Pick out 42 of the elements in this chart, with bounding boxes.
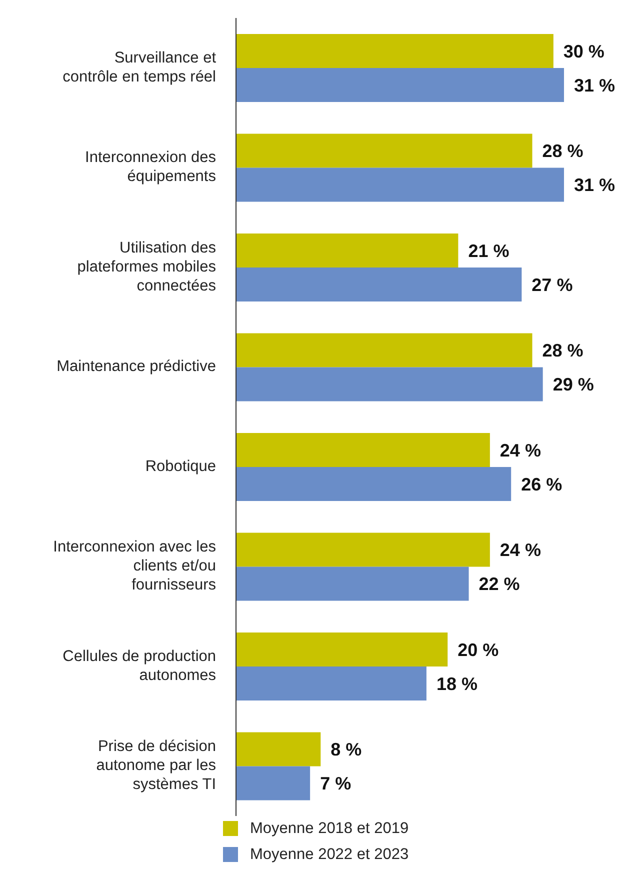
bar (236, 234, 458, 268)
bar (236, 532, 490, 567)
bar (236, 666, 426, 700)
bar (236, 168, 564, 202)
data-label: 28 % (542, 141, 584, 162)
y-tick-label: Interconnexion des équipements (85, 149, 216, 186)
data-label: 28 % (542, 340, 584, 361)
data-label: 29 % (552, 374, 594, 395)
bar (236, 367, 543, 402)
data-label: 7 % (320, 774, 352, 794)
bar (236, 68, 564, 102)
data-label: 30 % (563, 41, 604, 62)
bar (236, 134, 532, 168)
data-label: 31 % (574, 175, 616, 196)
data-label: 24 % (500, 540, 541, 560)
bar (236, 632, 448, 666)
legend-label: Moyenne 2022 et 2023 (250, 846, 409, 863)
bar (236, 333, 532, 368)
bar (236, 268, 522, 302)
y-tick-label: Surveillance et contrôle en temps réel (62, 49, 217, 86)
bar (236, 566, 469, 601)
bar (236, 732, 321, 766)
data-label: 31 % (574, 75, 616, 96)
bar (236, 467, 512, 501)
bar (236, 34, 554, 68)
legend-label: Moyenne 2018 et 2019 (250, 820, 409, 837)
y-tick-label: Maintenance prédictive (56, 358, 216, 376)
data-label: 24 % (500, 440, 541, 460)
y-tick-label: Cellules de production autonomes (62, 648, 216, 684)
y-tick-label: Utilisation des plateformes mobiles connectées (77, 239, 216, 294)
bar (236, 433, 490, 467)
bar (236, 766, 310, 800)
y-tick-label: Robotique (145, 458, 216, 475)
data-label: 20 % (458, 640, 499, 660)
y-tick-label: Interconnexion avec les clients et/ou fournisseurs (53, 538, 216, 594)
data-label: 22 % (478, 574, 520, 594)
data-label: 18 % (436, 674, 478, 694)
y-tick-label: Prise de décision autonome par les systèmes TI (96, 738, 216, 794)
data-label: 26 % (521, 474, 562, 494)
data-label: 21 % (468, 240, 510, 261)
data-label: 27 % (532, 274, 573, 295)
data-label: 8 % (330, 740, 362, 760)
